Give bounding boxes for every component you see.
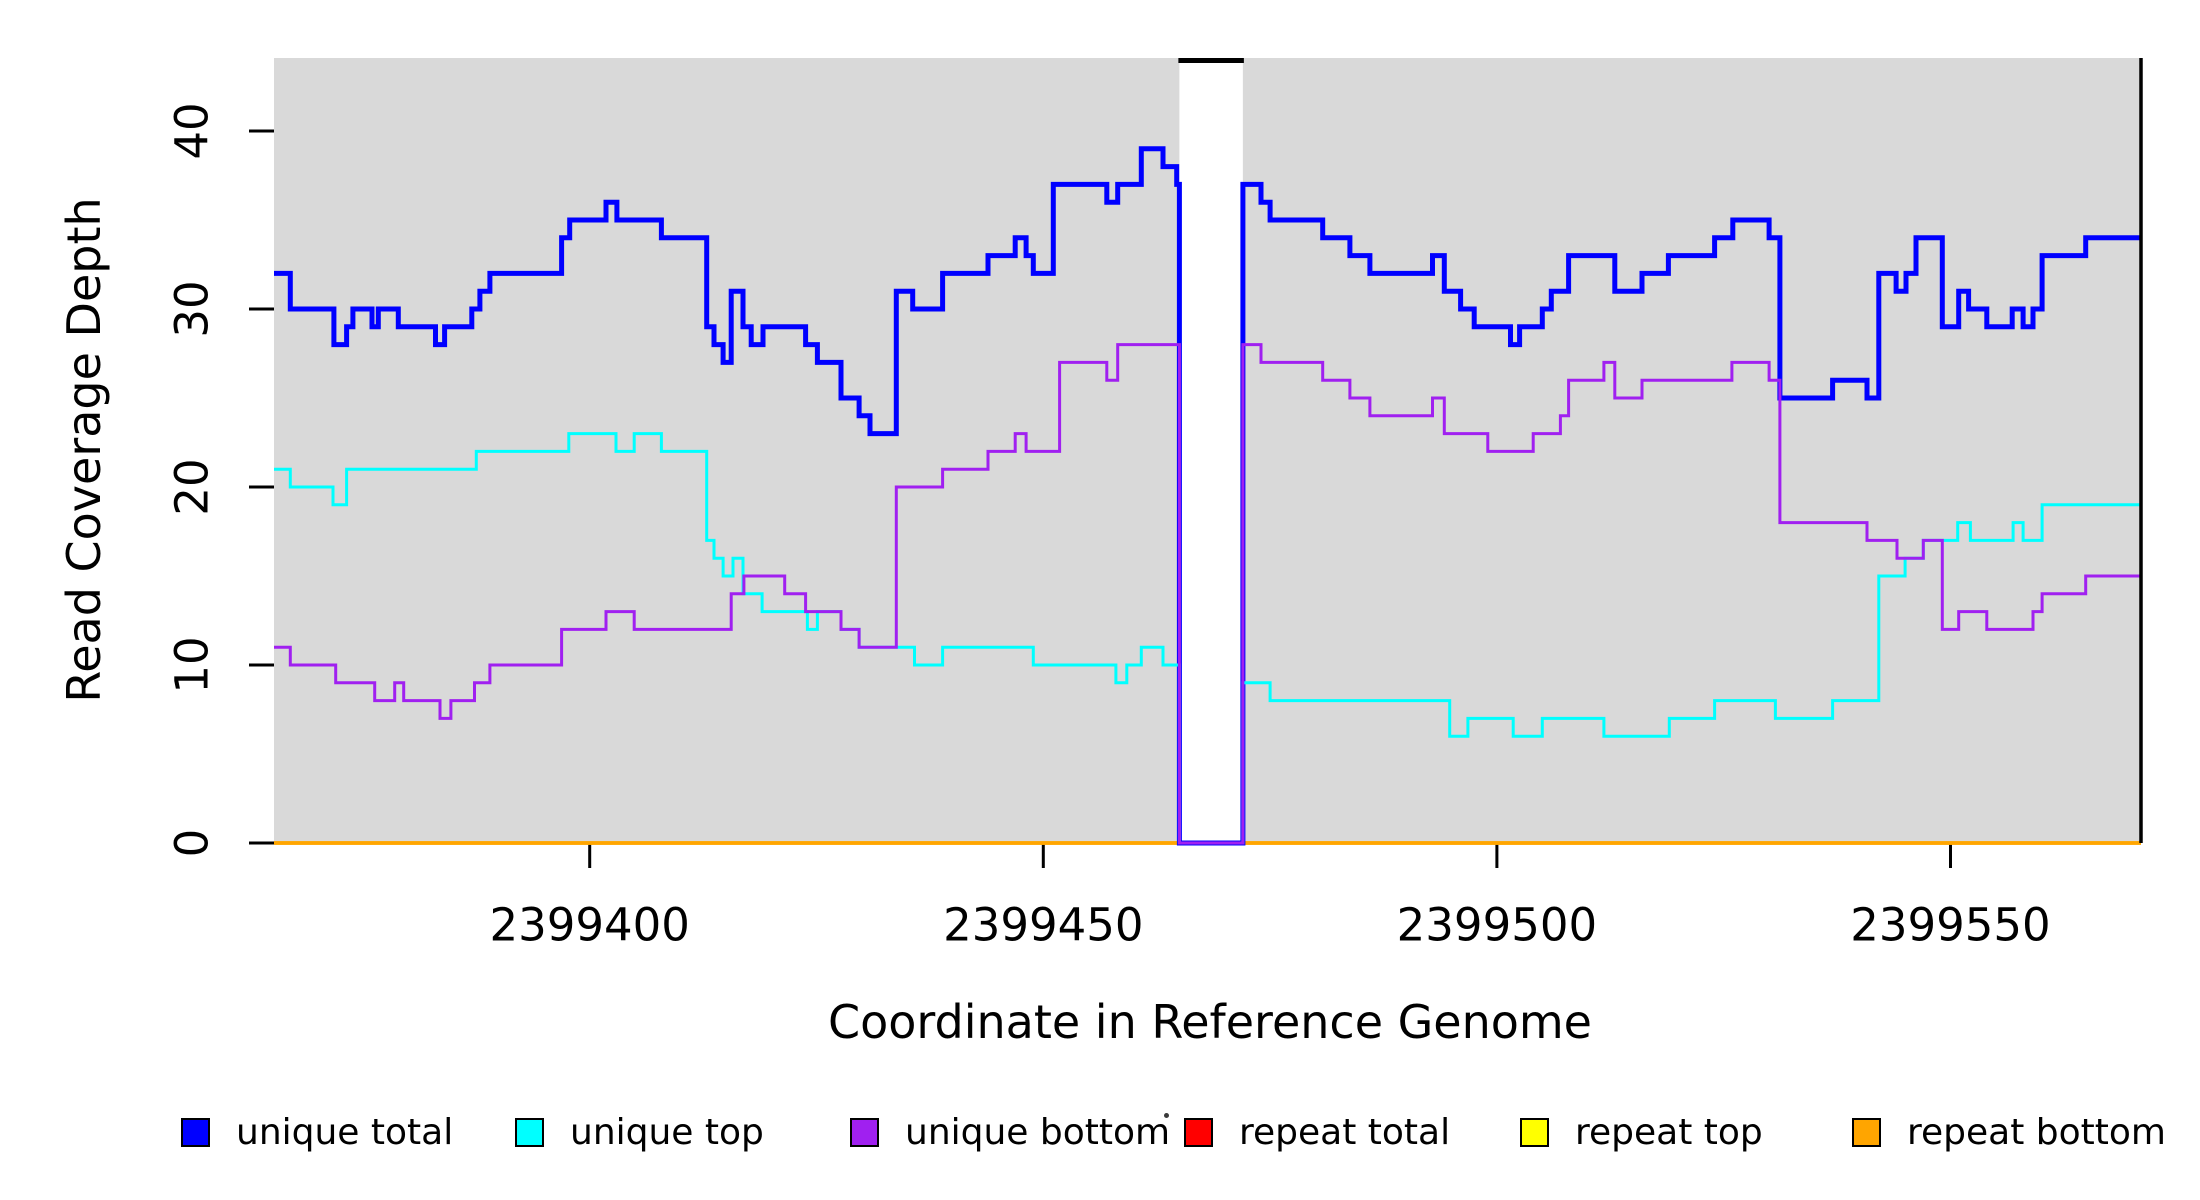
x-tick-label: 2399550 xyxy=(1850,899,2050,952)
y-axis-title: Read Coverage Depth xyxy=(57,197,111,702)
series-unique-top xyxy=(274,432,2141,845)
masked-gap-region xyxy=(1179,58,1243,843)
y-tick-label: 0 xyxy=(166,829,219,858)
x-tick-label: 2399450 xyxy=(943,899,1143,952)
legend-stray-dot xyxy=(1164,1113,1169,1118)
y-tick-label: 10 xyxy=(166,636,219,693)
plot-layer: 2399400 2399450 2399500 2399550 0 10 20 30 40 xyxy=(166,58,2143,952)
x-tick-label: 2399400 xyxy=(489,899,689,952)
x-tick-label: 2399500 xyxy=(1397,899,1597,952)
series-unique-total xyxy=(274,146,2141,846)
y-tick-label: 40 xyxy=(166,102,219,159)
y-tick-label: 20 xyxy=(166,458,219,515)
x-axis-title: Coordinate in Reference Genome xyxy=(828,995,1592,1049)
y-tick-label: 30 xyxy=(166,280,219,337)
series-unique-bottom xyxy=(274,343,2141,845)
